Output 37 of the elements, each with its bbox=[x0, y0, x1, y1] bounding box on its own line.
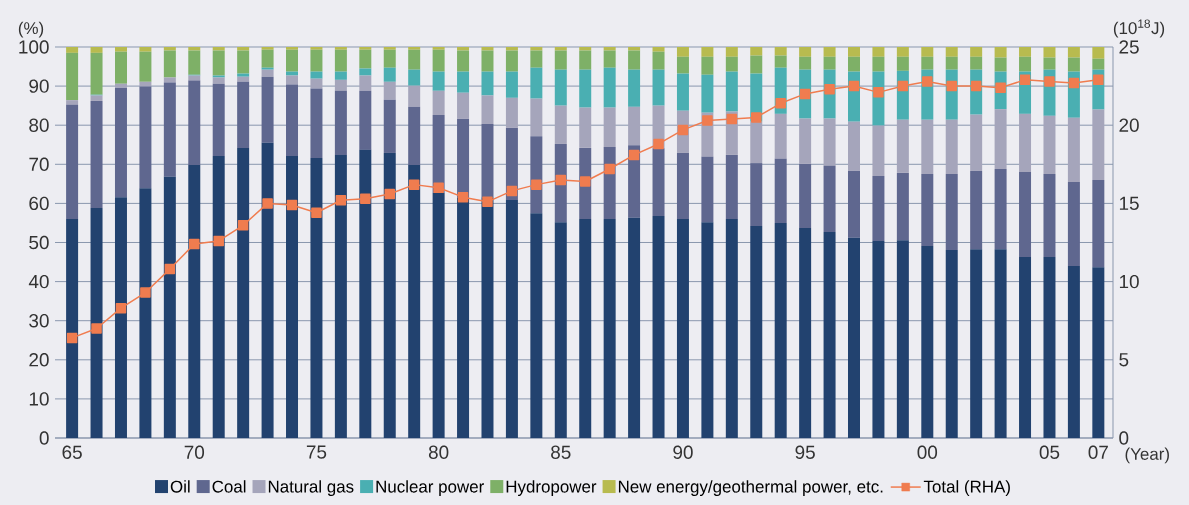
x-tick-label: 95 bbox=[795, 445, 815, 459]
y-tick-label: 0 bbox=[39, 431, 49, 445]
y2-tick-label: 20 bbox=[1119, 118, 1139, 132]
y-tick-label: 20 bbox=[29, 353, 49, 367]
x-tick-label: 80 bbox=[428, 445, 449, 459]
x-axis-title: (Year) bbox=[1125, 447, 1169, 464]
legend-label: Coal bbox=[212, 480, 246, 493]
y-tick-label: 40 bbox=[28, 274, 49, 289]
x-tick-label: 75 bbox=[306, 445, 327, 459]
legend-label: Nuclear power bbox=[376, 480, 484, 496]
y2-tick-label: 0 bbox=[1119, 431, 1129, 445]
x-tick-label: 90 bbox=[673, 445, 693, 459]
legend-label: Oil bbox=[170, 480, 190, 493]
y2-axis-title: (10$^{18}$J) bbox=[1113, 19, 1165, 38]
y-tick-label: 50 bbox=[29, 235, 49, 250]
y2-tick-label: 15 bbox=[1119, 196, 1139, 211]
y-tick-label: 60 bbox=[29, 196, 49, 211]
legend-label: Natural gas bbox=[268, 480, 354, 496]
y-tick-label: 10 bbox=[29, 392, 49, 406]
y-tick-label: 80 bbox=[29, 118, 49, 132]
legend-label: Hydropower bbox=[506, 480, 597, 496]
y-tick-label: 90 bbox=[29, 79, 49, 93]
y-tick-label: 30 bbox=[29, 314, 49, 328]
y2-tick-label: 25 bbox=[1119, 40, 1139, 54]
legend-label: Total (RHA) bbox=[923, 480, 1010, 496]
x-tick-label: 70 bbox=[184, 445, 205, 459]
legend-label: New energy/geothermal power, etc. bbox=[618, 480, 883, 496]
x-tick-label: 05 bbox=[1039, 445, 1060, 459]
y-axis-title: (%) bbox=[18, 21, 44, 38]
y2-tick-label: 5 bbox=[1119, 353, 1129, 367]
y-tick-label: 100 bbox=[19, 40, 49, 54]
x-tick-label: 07 bbox=[1088, 445, 1108, 459]
x-tick-label: 65 bbox=[62, 445, 82, 459]
x-tick-label: 00 bbox=[917, 445, 938, 459]
y-tick-label: 70 bbox=[29, 157, 49, 171]
y2-tick-label: 10 bbox=[1119, 274, 1139, 289]
x-tick-label: 85 bbox=[551, 445, 571, 459]
